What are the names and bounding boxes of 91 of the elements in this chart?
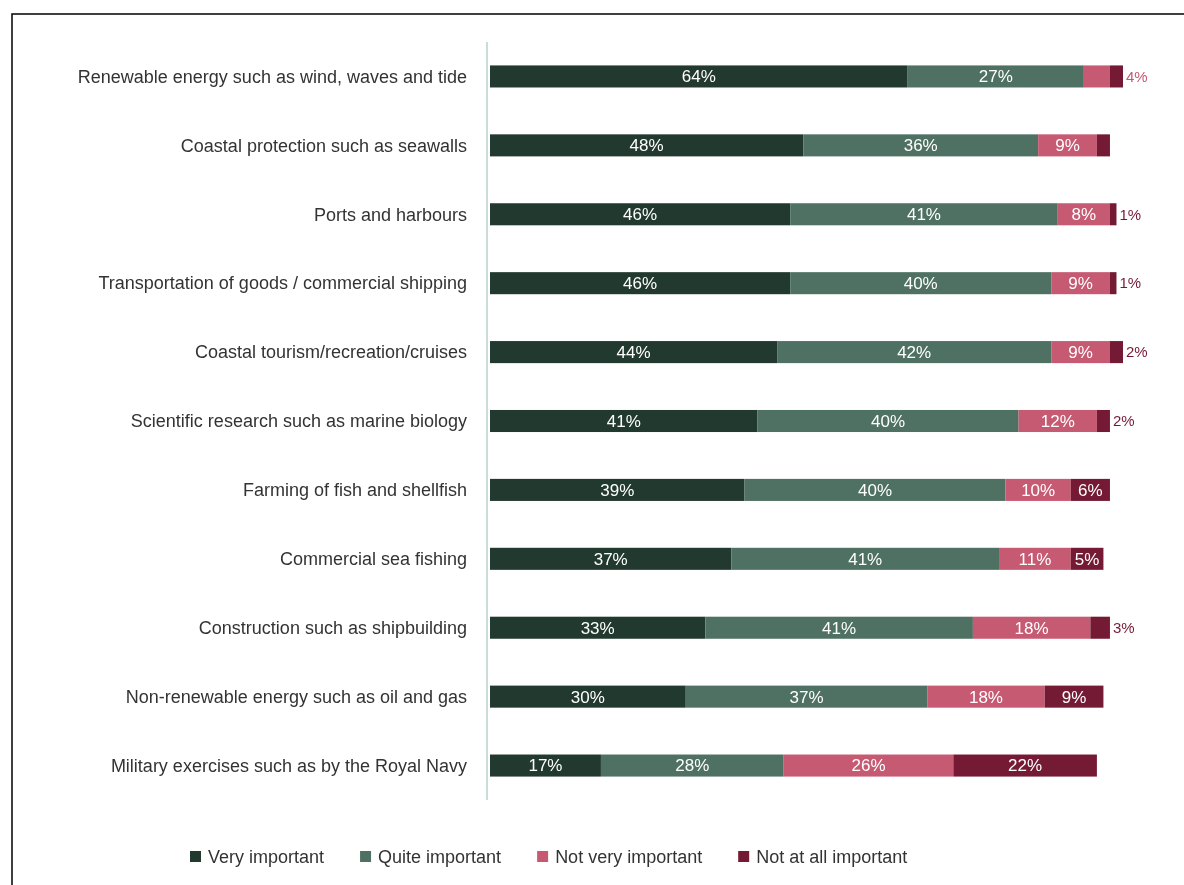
data-label: 30% bbox=[570, 687, 605, 707]
data-label: 41% bbox=[822, 618, 857, 638]
legend-label: Not at all important bbox=[756, 847, 908, 868]
data-label: 33% bbox=[580, 618, 615, 638]
y-tick-label: Scientific research such as marine biology bbox=[130, 411, 467, 432]
bar bbox=[490, 272, 791, 295]
bar bbox=[490, 134, 804, 157]
data-label: 46% bbox=[623, 205, 658, 225]
data-label: 17% bbox=[528, 756, 563, 776]
data-label: 48% bbox=[629, 136, 664, 156]
data-label: 1% bbox=[1119, 274, 1142, 292]
data-label: 64% bbox=[681, 67, 716, 87]
bar bbox=[972, 616, 1091, 639]
y-tick-label: Farming of fish and shellfish bbox=[242, 480, 467, 501]
legend-label: Quite important bbox=[378, 847, 502, 868]
bar bbox=[783, 754, 954, 777]
data-label: 44% bbox=[616, 343, 651, 363]
data-label: 37% bbox=[789, 687, 824, 707]
data-label: 40% bbox=[903, 274, 938, 294]
bar bbox=[757, 409, 1019, 433]
bar bbox=[705, 616, 973, 639]
data-label: 5% bbox=[1074, 549, 1100, 569]
data-label: 8% bbox=[1071, 205, 1097, 225]
data-label: 9% bbox=[1055, 136, 1080, 156]
bar bbox=[490, 685, 686, 708]
data-label: 28% bbox=[675, 756, 710, 776]
bar bbox=[490, 478, 745, 501]
data-label: 3% bbox=[1112, 618, 1135, 636]
data-label: 41% bbox=[906, 205, 941, 225]
bar bbox=[490, 547, 732, 570]
bar bbox=[1109, 65, 1123, 88]
data-label: 18% bbox=[1014, 618, 1049, 638]
legend-label: Not very important bbox=[555, 847, 703, 868]
y-tick-label: Non-renewable energy such as oil and gas bbox=[125, 686, 467, 707]
data-label: 11% bbox=[1018, 549, 1052, 569]
data-label: 40% bbox=[871, 411, 906, 431]
bar bbox=[953, 754, 1097, 777]
bar bbox=[1109, 341, 1123, 364]
data-label: 27% bbox=[978, 67, 1013, 87]
data-label: 26% bbox=[851, 756, 886, 776]
data-label: 46% bbox=[623, 274, 658, 294]
data-label: 22% bbox=[1008, 756, 1043, 776]
bar bbox=[490, 65, 908, 88]
y-tick-label: Coastal protection such as seawalls bbox=[180, 135, 467, 156]
y-tick-label: Transportation of goods / commercial shipping bbox=[98, 273, 467, 294]
y-tick-label: Coastal tourism/recreation/cruises bbox=[194, 342, 467, 363]
bar bbox=[600, 754, 784, 777]
data-label: 18% bbox=[968, 687, 1003, 707]
data-label: 10% bbox=[1021, 480, 1056, 500]
bar bbox=[685, 685, 928, 708]
bar bbox=[927, 685, 1045, 708]
data-label: 2% bbox=[1112, 412, 1135, 430]
bar bbox=[790, 203, 1058, 226]
data-label: 42% bbox=[897, 343, 932, 363]
bar bbox=[490, 409, 758, 433]
data-label: 41% bbox=[606, 411, 641, 431]
bar bbox=[1096, 134, 1110, 157]
data-label: 1% bbox=[1119, 205, 1142, 223]
bar bbox=[1109, 203, 1117, 226]
data-label: 9% bbox=[1061, 687, 1087, 707]
legend-label: Very important bbox=[208, 847, 325, 868]
bar bbox=[490, 616, 706, 639]
bar bbox=[1083, 65, 1110, 88]
data-label: 4% bbox=[1126, 67, 1148, 85]
bar bbox=[907, 65, 1084, 88]
bar bbox=[1109, 272, 1117, 295]
y-tick-label: Military exercises such as by the Royal Navy bbox=[110, 755, 467, 776]
y-tick-label: Ports and harbours bbox=[313, 204, 467, 225]
data-label: 2% bbox=[1126, 343, 1148, 361]
y-tick-label: Commercial sea fishing bbox=[279, 549, 467, 570]
y-tick-label: Construction such as shipbuilding bbox=[198, 618, 467, 639]
data-label: 9% bbox=[1068, 343, 1093, 363]
bar bbox=[490, 754, 601, 777]
data-label: 36% bbox=[903, 136, 938, 156]
y-tick-label: Renewable energy such as wind, waves and tide bbox=[77, 66, 467, 87]
bar bbox=[803, 134, 1039, 157]
bar bbox=[490, 203, 791, 226]
data-label: 12% bbox=[1040, 411, 1075, 431]
data-label: 37% bbox=[593, 549, 628, 569]
data-label: 6% bbox=[1078, 480, 1103, 500]
bar bbox=[731, 547, 1000, 570]
bar bbox=[790, 272, 1052, 295]
bar bbox=[1090, 616, 1110, 639]
data-label: 41% bbox=[848, 549, 883, 569]
data-label: 40% bbox=[858, 480, 893, 500]
bar bbox=[490, 341, 778, 364]
bar bbox=[777, 341, 1052, 364]
bar bbox=[1096, 409, 1110, 433]
data-label: 9% bbox=[1068, 274, 1093, 294]
data-label: 39% bbox=[600, 480, 635, 500]
bar bbox=[744, 478, 1006, 501]
